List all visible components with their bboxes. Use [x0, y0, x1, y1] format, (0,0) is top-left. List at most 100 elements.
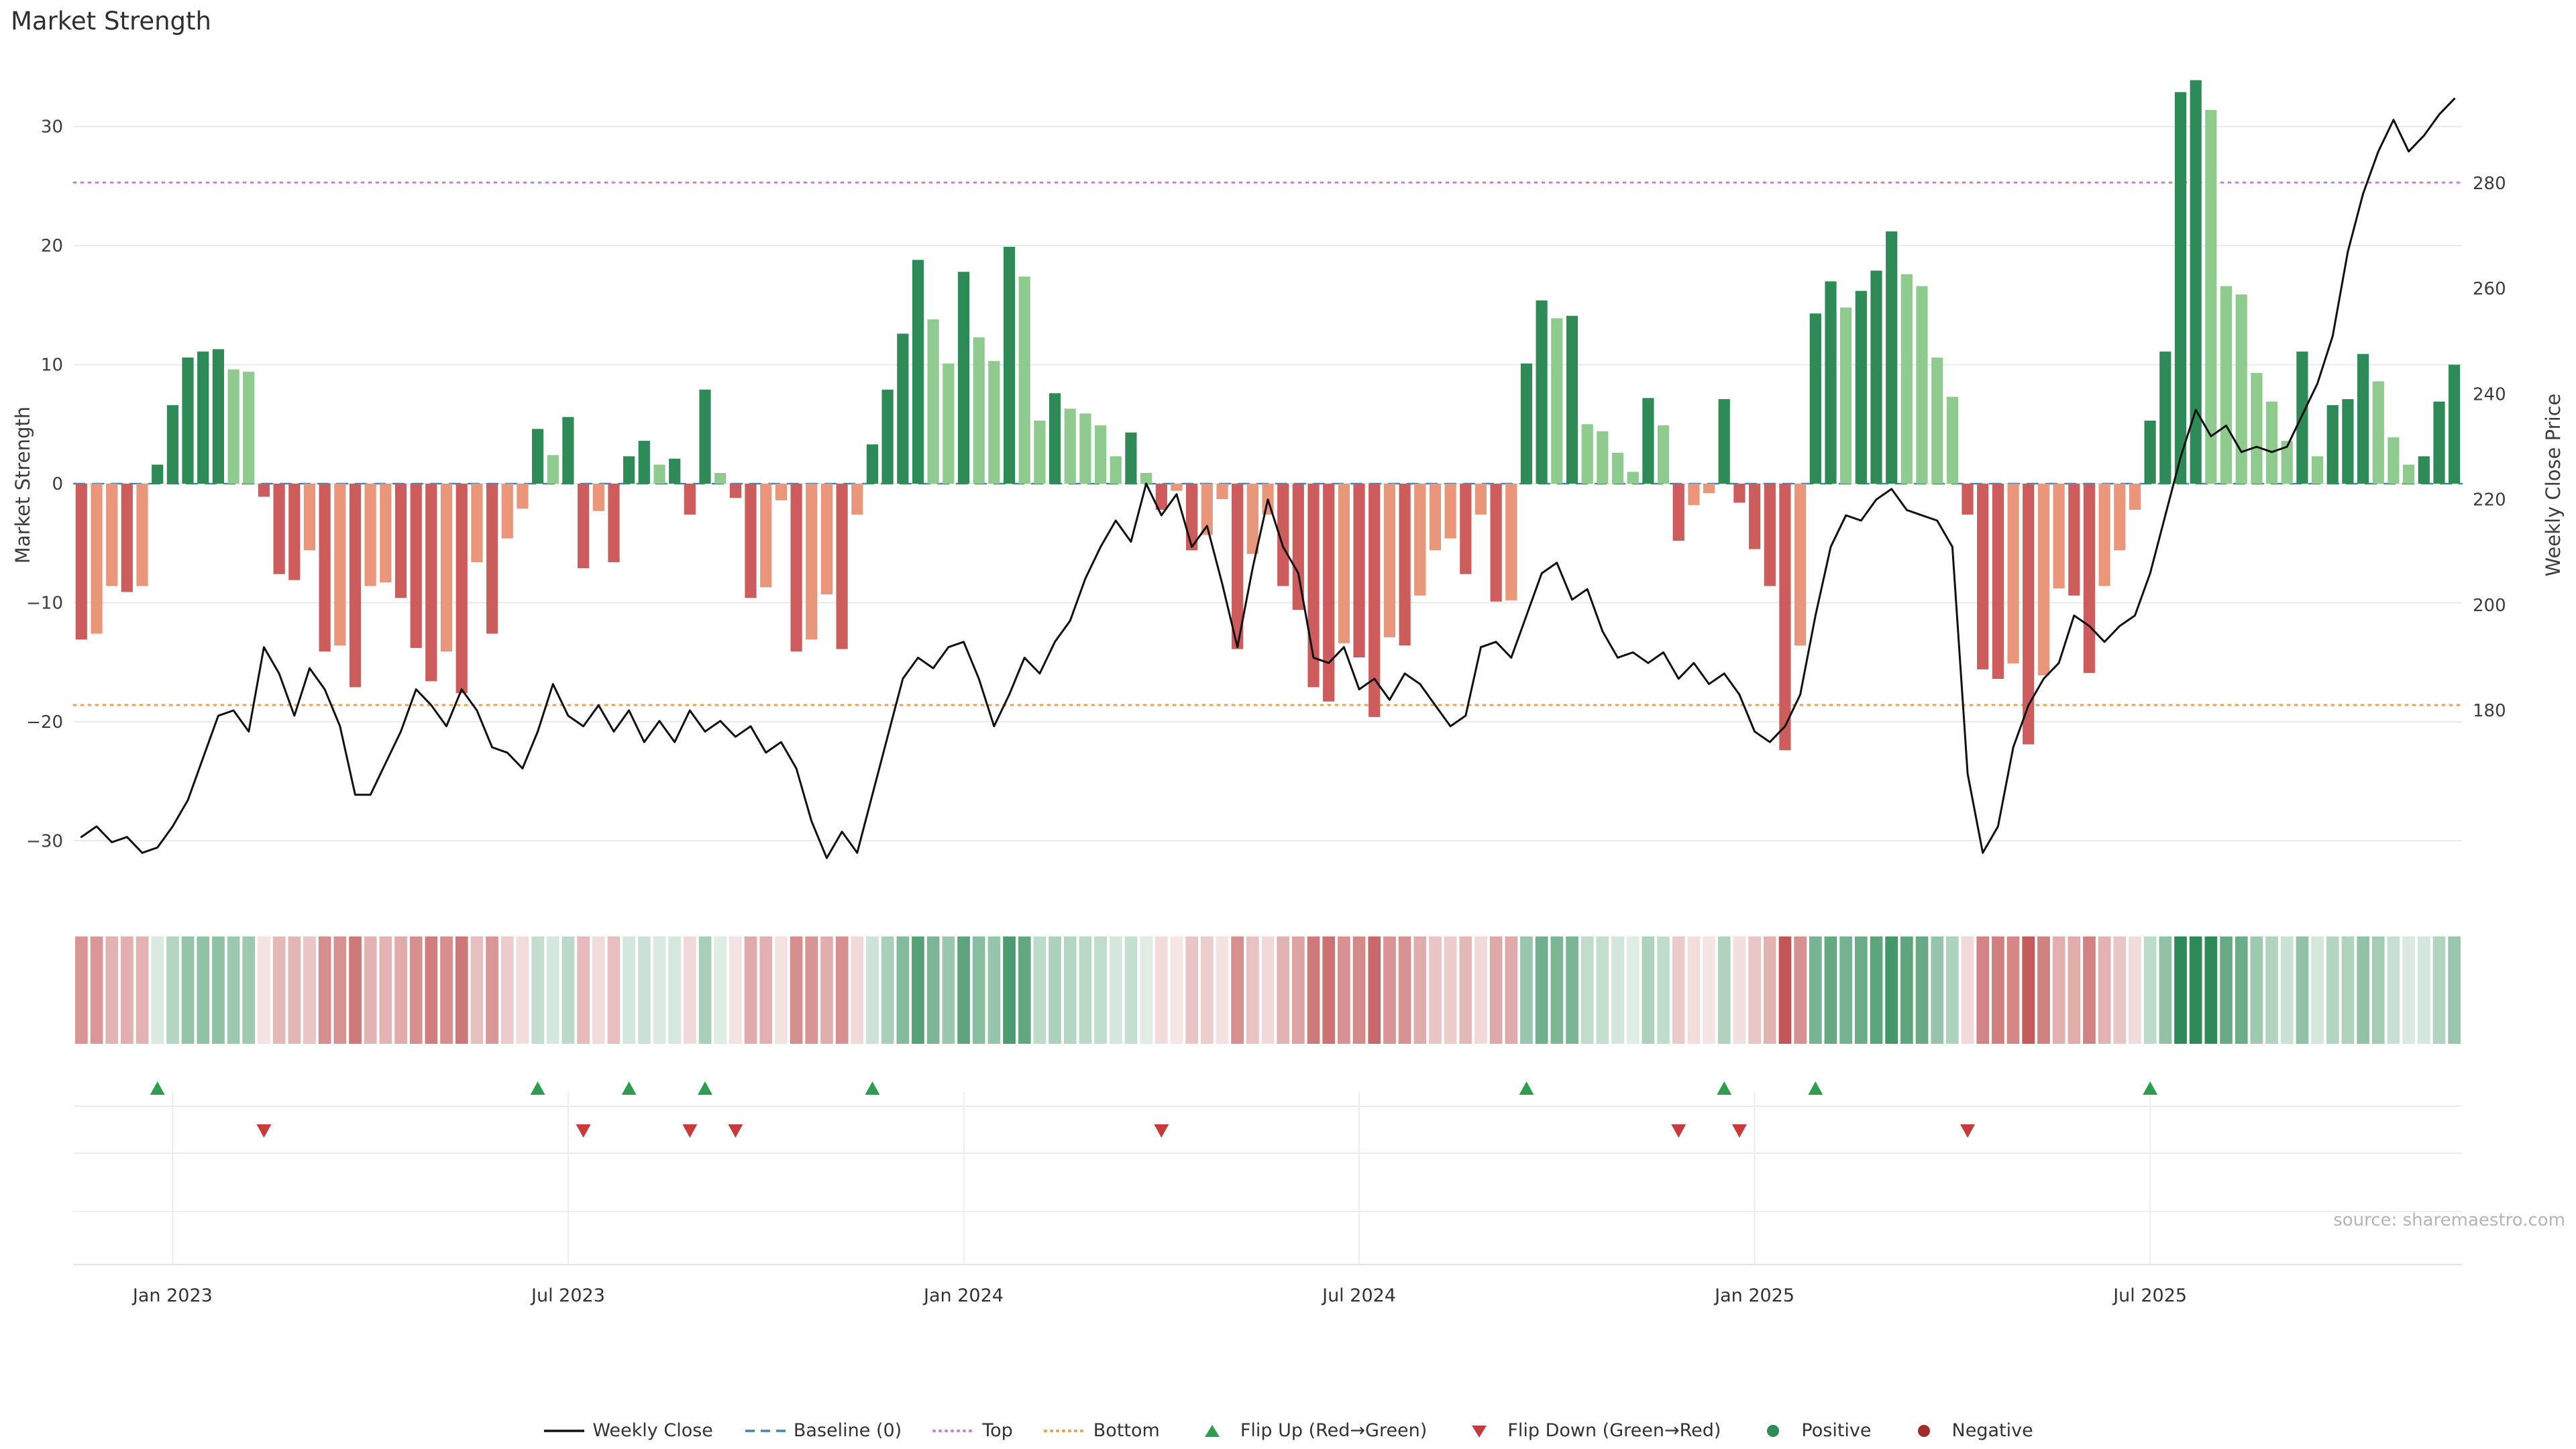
heatmap-cell [1550, 936, 1564, 1044]
heatmap-cell [1626, 936, 1640, 1044]
flip-up-marker [698, 1081, 713, 1095]
strength-bar [866, 444, 878, 484]
heatmap-cell [592, 936, 605, 1044]
heatmap-cell [212, 936, 225, 1044]
heatmap-cell [1368, 936, 1381, 1044]
strength-bar [2174, 92, 2187, 484]
legend-dotted-line-icon [1043, 1429, 1087, 1432]
strength-bar [1794, 484, 1807, 646]
heatmap-cell [1885, 936, 1898, 1044]
heatmap-cell [2326, 936, 2339, 1044]
strength-bar [943, 363, 955, 484]
heatmap-cell [2250, 936, 2263, 1044]
strength-bar [1003, 246, 1016, 484]
flip-up-marker [1717, 1081, 1732, 1095]
strength-bar [2403, 464, 2415, 484]
strength-bar [592, 484, 604, 511]
heatmap-cell [1763, 936, 1776, 1044]
flip-down-marker [1154, 1124, 1169, 1138]
strength-bar [2098, 484, 2110, 586]
left-axis-tick-label: 0 [52, 474, 63, 494]
heatmap-cell [607, 936, 621, 1044]
heatmap-cell [775, 936, 788, 1044]
heatmap-cell [1398, 936, 1411, 1044]
heatmap-cell [136, 936, 149, 1044]
heatmap-cell [1094, 936, 1107, 1044]
heatmap-cell [1033, 936, 1046, 1044]
strength-bar [1855, 290, 1867, 484]
flip-markers [150, 1081, 2158, 1138]
strength-bar [1688, 484, 1700, 505]
heatmap-cell [1170, 936, 1183, 1044]
heatmap-cell [790, 936, 803, 1044]
heatmap-cell [2052, 936, 2065, 1044]
strength-bar [2220, 286, 2233, 484]
strength-bar [2251, 373, 2263, 484]
strength-bar [1627, 472, 1639, 484]
heatmap-cell [1246, 936, 1259, 1044]
strength-bar [197, 352, 209, 484]
strength-bar [1962, 484, 1974, 515]
strength-bar [2159, 352, 2171, 484]
strength-bar [501, 484, 513, 539]
strength-bar [1201, 484, 1213, 535]
strength-bar [2114, 484, 2126, 551]
heatmap-cell [714, 936, 727, 1044]
heatmap-cell [242, 936, 256, 1044]
strength-bar [75, 484, 87, 640]
heatmap-cell [1580, 936, 1594, 1044]
heatmap-cell [1338, 936, 1350, 1044]
heatmap-cell [1824, 936, 1837, 1044]
heatmap-cell [1946, 936, 1959, 1044]
heatmap-cell [1596, 936, 1609, 1044]
strength-bar [349, 484, 362, 688]
heatmap-cell [1992, 936, 2004, 1044]
strength-bar [1870, 270, 1882, 484]
strength-bar [1505, 484, 1517, 600]
heatmap-cell [2022, 936, 2035, 1044]
strength-bar [1018, 276, 1030, 484]
strength-bar [760, 484, 772, 588]
strength-bar [440, 484, 453, 652]
strength-bar [547, 455, 559, 484]
heatmap-cell [1109, 936, 1122, 1044]
flip-up-marker [2143, 1081, 2158, 1095]
left-axis-tick-label: −20 [26, 712, 63, 733]
strength-bar [1399, 484, 1411, 646]
strength-bar [532, 429, 544, 484]
heatmap-cell [288, 936, 301, 1044]
heatmap-cell [151, 936, 164, 1044]
heatmap-cell [1931, 936, 1944, 1044]
heatmap-cell [1474, 936, 1487, 1044]
strength-bar [243, 372, 255, 484]
strength-bar [1277, 484, 1289, 586]
heatmap-cell [1352, 936, 1366, 1044]
heatmap-cell [2204, 936, 2218, 1044]
heatmap-cell [942, 936, 955, 1044]
strength-bar [2357, 354, 2369, 484]
heatmap-cell [1505, 936, 1518, 1044]
heatmap-cell [516, 936, 529, 1044]
strength-bar [410, 484, 422, 648]
legend-item: Flip Down (Green→Red) [1458, 1420, 1721, 1441]
flip-up-marker [1519, 1081, 1534, 1095]
heatmap-cell [166, 936, 179, 1044]
strength-bar [684, 484, 696, 515]
heatmap-cell [1444, 936, 1457, 1044]
flip-up-marker [865, 1081, 880, 1095]
strength-bar [380, 484, 392, 583]
strength-bar [669, 458, 681, 484]
strength-bar [2068, 484, 2080, 596]
strength-bar [212, 349, 224, 484]
heatmap-cell [2174, 936, 2187, 1044]
strength-bar [303, 484, 315, 551]
weekly-close-line [80, 97, 2456, 859]
strength-bar [2023, 484, 2035, 745]
strength-bar [106, 484, 118, 586]
strength-bar [1323, 484, 1335, 702]
heatmap-cell [409, 936, 423, 1044]
flip-down-marker [1731, 1124, 1747, 1138]
strength-bar [1916, 286, 1928, 484]
heatmap-cell [1915, 936, 1929, 1044]
